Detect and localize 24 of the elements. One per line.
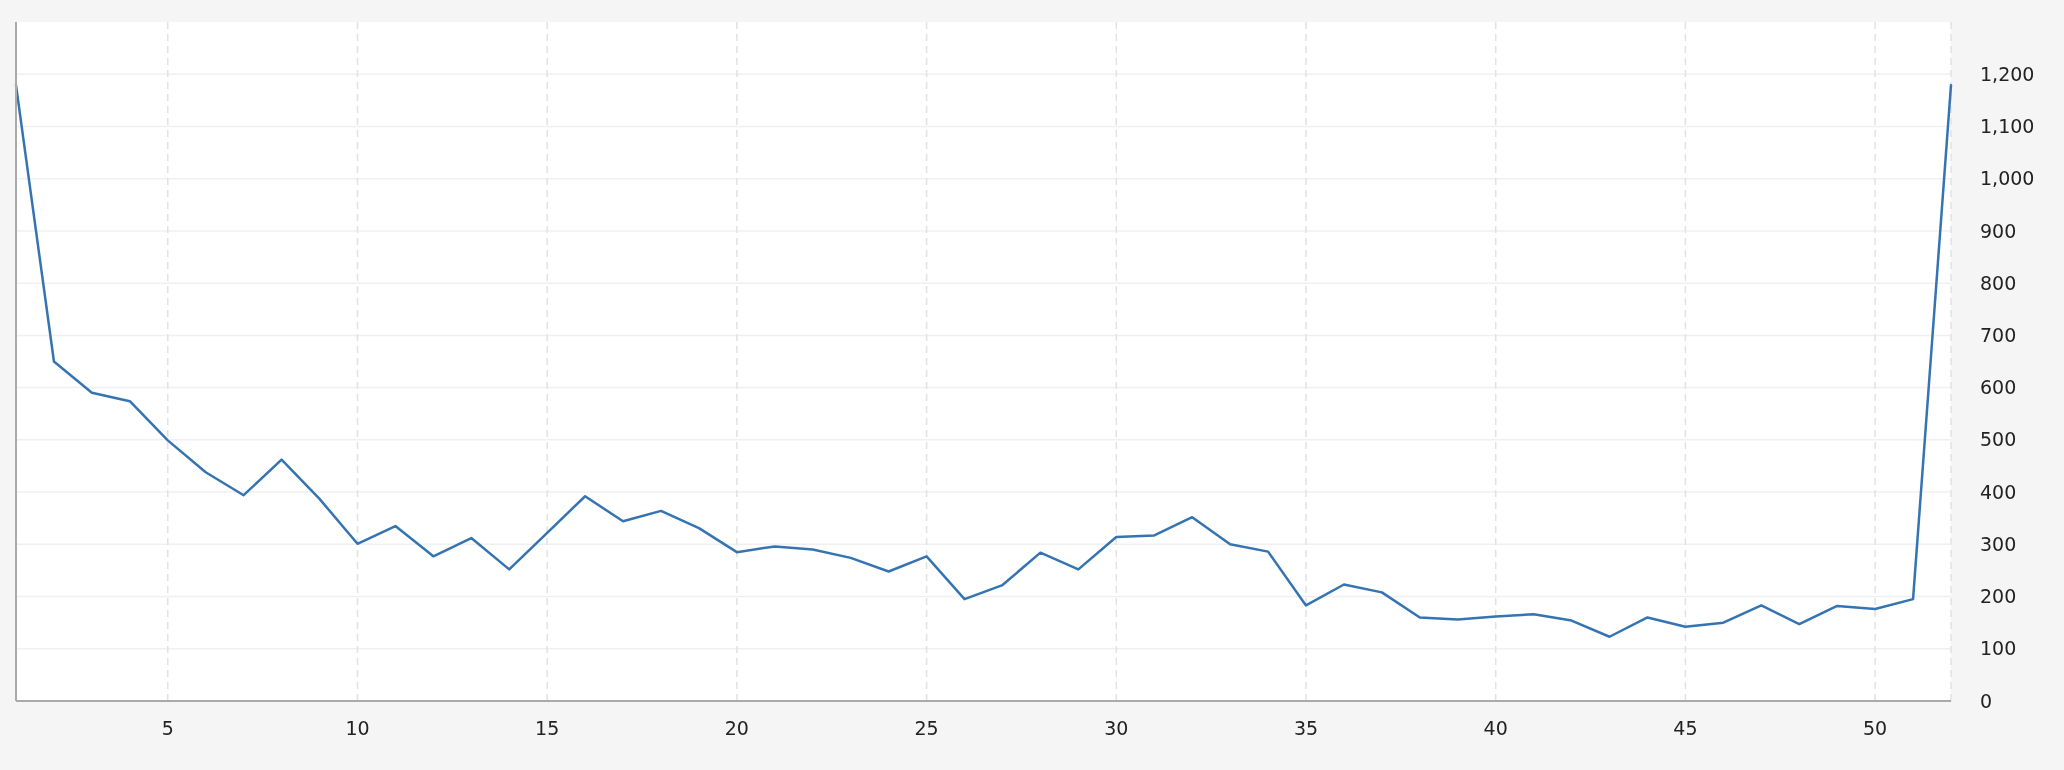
y-tick-label: 700 xyxy=(1980,324,2017,347)
x-tick-label: 10 xyxy=(345,717,370,739)
x-tick-label: 25 xyxy=(914,717,939,739)
y-tick-label: 600 xyxy=(1980,376,2017,399)
x-tick-label: 20 xyxy=(724,717,749,739)
y-tick-label: 0 xyxy=(1980,689,1993,712)
line-series xyxy=(14,83,1953,639)
y-tick-label: 500 xyxy=(1980,428,2017,451)
y-tick-label: 400 xyxy=(1980,480,2017,503)
x-tick-label: 15 xyxy=(535,717,560,739)
x-tick-label: 45 xyxy=(1673,717,1698,739)
x-tick-label: 50 xyxy=(1863,717,1888,739)
y-tick-label: 900 xyxy=(1980,219,2017,242)
x-tick-label: 35 xyxy=(1293,717,1319,739)
y-tick-label: 100 xyxy=(1980,637,2017,660)
y-tick-label: 1,100 xyxy=(1980,115,2035,138)
y-tick-label: 1,000 xyxy=(1980,167,2035,190)
y-tick-label: 1,200 xyxy=(1980,62,2035,85)
x-tick-label: 30 xyxy=(1104,717,1129,739)
x-tick-label: 5 xyxy=(161,717,174,739)
y-tick-label: 300 xyxy=(1980,532,2017,555)
y-tick-label: 800 xyxy=(1980,271,2017,294)
y-tick-label: 200 xyxy=(1980,585,2017,608)
x-tick-label: 40 xyxy=(1483,717,1508,739)
